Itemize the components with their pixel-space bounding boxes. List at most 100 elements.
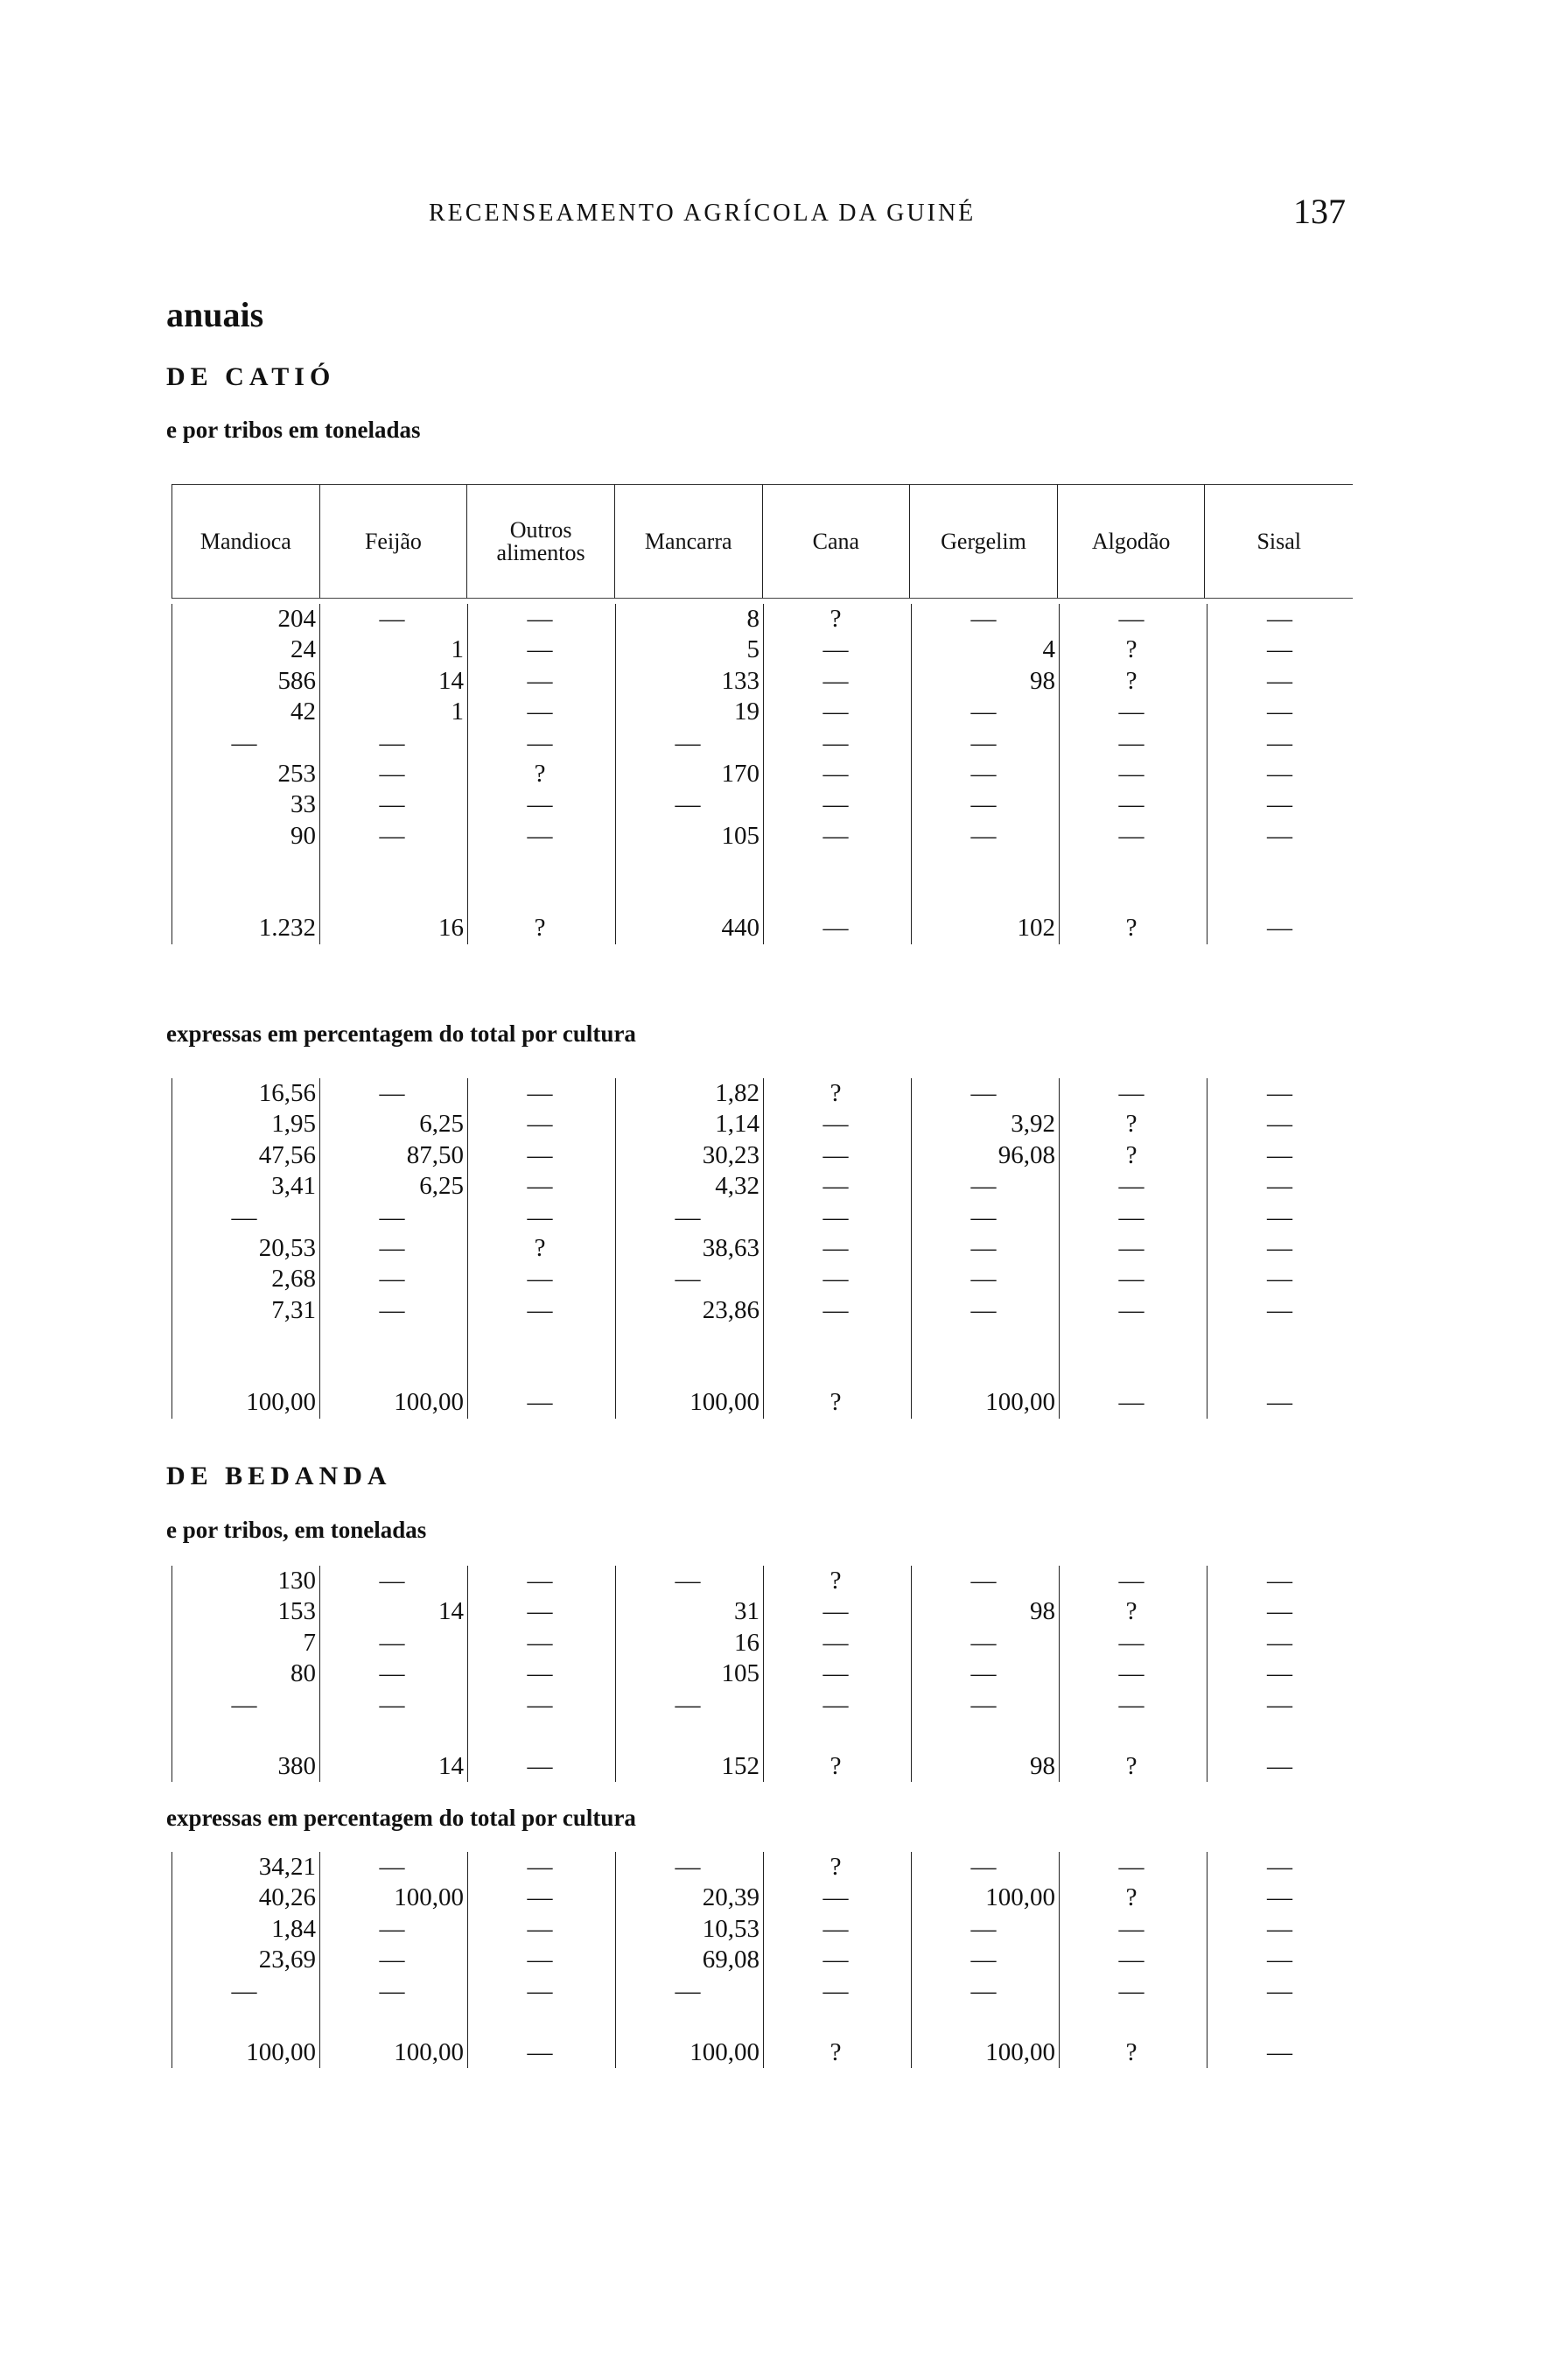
table-cell: —	[912, 1264, 1060, 1295]
table-cell: —	[764, 1883, 912, 1914]
table-cell: 80	[172, 1658, 320, 1690]
table-cell: 23,86	[616, 1294, 764, 1327]
table-cell: —	[172, 727, 320, 759]
table-cell: 14	[320, 1596, 468, 1628]
table-cell: ?	[764, 1078, 912, 1110]
table-cell: —	[912, 727, 1060, 759]
table-cell: —	[320, 604, 468, 635]
table-row: 130— — —? — — —	[172, 1566, 1355, 1597]
table-cell: 7,31	[172, 1294, 320, 1327]
table-cell: —	[1060, 758, 1208, 790]
table-row: 2,68— — — — — — —	[172, 1264, 1355, 1295]
col-header: Mancarra	[614, 485, 763, 599]
table-cell: 1,84	[172, 1913, 320, 1946]
table-cell: —	[320, 1913, 468, 1946]
table-cell: ?	[764, 1387, 912, 1419]
table-cell: —	[1060, 1202, 1208, 1233]
table-cell: —	[1267, 1976, 1292, 2005]
table-cell: —	[468, 665, 616, 698]
table-cell: 8	[616, 604, 764, 635]
table-row: 1,84— —10,53— — — —	[172, 1913, 1355, 1946]
table-row: — — — — — — — —	[172, 1202, 1355, 1233]
table-cell: 14	[320, 1750, 468, 1783]
table-cell: —	[1267, 1233, 1292, 1262]
empty-cell	[468, 1326, 616, 1357]
table-cell: —	[764, 1202, 912, 1233]
table-cell: —	[1060, 1566, 1208, 1597]
table-cell: 42	[172, 697, 320, 728]
table-cell: 153	[172, 1596, 320, 1628]
table-row: — — — — — — — —	[172, 1975, 1355, 2007]
table-cell: —	[468, 1750, 616, 1783]
row-spacer	[172, 2006, 1355, 2037]
table-cell: —	[912, 1852, 1060, 1883]
table-cell: —	[468, 1202, 616, 1233]
table-cell: —	[320, 1566, 468, 1597]
bedanda-title: DE BEDANDA	[166, 1462, 392, 1490]
empty-cell	[616, 1357, 764, 1388]
empty-cell	[912, 882, 1060, 914]
table-cell: —	[1267, 1914, 1292, 1943]
table-cell: —	[320, 1202, 468, 1233]
table-cell: —	[468, 1658, 616, 1690]
table-cell: —	[1267, 1567, 1292, 1595]
table-cell: —	[468, 1913, 616, 1946]
table-cell: —	[1267, 728, 1292, 757]
empty-cell	[912, 1357, 1060, 1388]
table-cell: —	[468, 697, 616, 728]
table-cell: —	[912, 1078, 1060, 1110]
table-header: Mandioca Feijão Outros alimentos Mancarr…	[172, 484, 1354, 599]
empty-cell	[616, 2006, 764, 2037]
table-cell: —	[320, 1078, 468, 1110]
table-cell: —	[1060, 1852, 1208, 1883]
table-cell: 3,41	[172, 1171, 320, 1203]
table-cell: —	[1267, 698, 1292, 726]
table-cell: —	[1060, 1913, 1208, 1946]
table-cell: 23,69	[172, 1945, 320, 1976]
table-cell: —	[1060, 1627, 1208, 1659]
table-cell: —	[764, 1232, 912, 1265]
empty-cell	[320, 2006, 468, 2037]
table-cell: 4,32	[616, 1171, 764, 1203]
table-cell: 1,95	[172, 1109, 320, 1140]
table-cell: —	[468, 1078, 616, 1110]
table-cell: —	[320, 1852, 468, 1883]
empty-cell	[912, 1326, 1060, 1357]
empty-cell	[616, 882, 764, 914]
table-cell: —	[468, 1975, 616, 2007]
empty-cell	[468, 2006, 616, 2037]
table-cell: 5	[616, 635, 764, 666]
table-row: 23,69— —69,08— — — —	[172, 1945, 1355, 1976]
table-row: 34,21— — —? — — —	[172, 1852, 1355, 1883]
table-cell: —	[616, 1689, 764, 1721]
table-cell: 14	[320, 665, 468, 698]
table-cell: —	[1267, 1265, 1292, 1294]
table-cell: —	[1060, 1232, 1208, 1265]
table-cell: —	[468, 635, 616, 666]
empty-cell	[1060, 1720, 1208, 1751]
table-cell: —	[616, 1264, 764, 1295]
table-cell: 33	[172, 789, 320, 821]
table-cell: ?	[468, 1232, 616, 1265]
table-cell: —	[468, 1883, 616, 1914]
table-cell: —	[1060, 1294, 1208, 1327]
table-cell: —	[912, 789, 1060, 821]
table-cell: —	[320, 820, 468, 852]
table-cell: —	[1267, 1690, 1292, 1719]
table-cell: 100,00	[912, 2037, 1060, 2069]
col-header: Feijão	[319, 485, 468, 599]
table-cell: 47,56	[172, 1139, 320, 1172]
table-cell: ?	[468, 758, 616, 790]
empty-cell	[172, 1357, 320, 1388]
table-cell: 38,63	[616, 1232, 764, 1265]
table-cell: —	[468, 1689, 616, 1721]
empty-cell	[764, 1326, 912, 1357]
table-cell: —	[320, 1945, 468, 1976]
table-cell: 130	[172, 1566, 320, 1597]
col-header: Gergelim	[910, 485, 1058, 599]
table-cell: 100,00	[616, 1387, 764, 1419]
table-cell: —	[320, 789, 468, 821]
table-cell: —	[912, 1232, 1060, 1265]
table-cell: —	[764, 1658, 912, 1690]
table-cell: —	[912, 1689, 1060, 1721]
